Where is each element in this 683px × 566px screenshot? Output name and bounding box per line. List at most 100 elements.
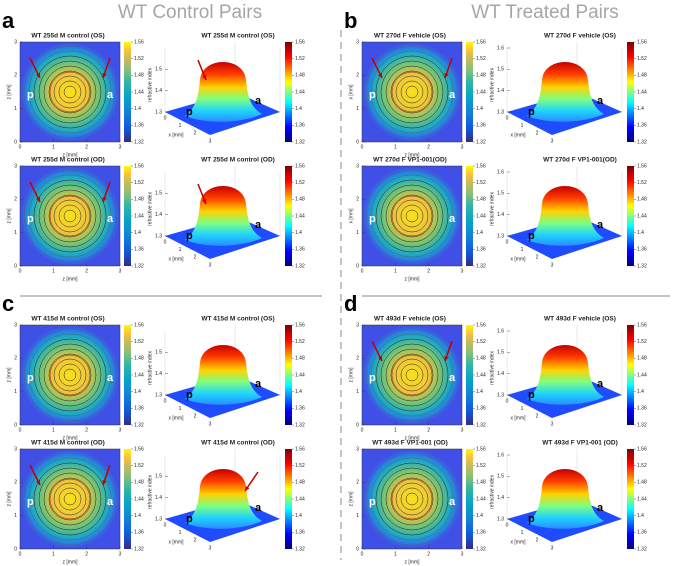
surface-anterior: a [255, 95, 262, 107]
colorbar [627, 166, 634, 266]
y-tick-label: 2 [14, 480, 17, 486]
header: WT Control Pairs [118, 2, 262, 23]
x-tick-label: 3 [461, 144, 464, 150]
x-tick-label: 3 [461, 427, 464, 433]
colorbar [124, 449, 131, 549]
contour-line [395, 75, 429, 109]
contour-line [53, 75, 87, 109]
colorbar [285, 42, 292, 142]
y-tick-label: 3 [14, 322, 17, 328]
surface-x-label: x [mm] [169, 539, 185, 545]
contour-line [58, 204, 82, 228]
x-tick-label: 3 [119, 427, 122, 433]
colorbar-label: 1.36 [476, 247, 486, 253]
surface-tick-label: 1 [521, 123, 524, 129]
y-tick-label: 1 [14, 230, 17, 236]
y-tick-label: 2 [14, 197, 17, 203]
surface-tick-label: 1 [521, 530, 524, 536]
colorbar-label: 1.48 [476, 73, 486, 79]
colorbar-label: 1.32 [637, 422, 647, 428]
contour-title: WT 270d F VP1-001(OD) [373, 157, 447, 164]
contour-line [370, 457, 454, 541]
z-axis-label: refractive index [147, 475, 153, 509]
z-axis-label: refractive index [489, 475, 495, 509]
surface-tick-label: 2 [194, 538, 197, 544]
colorbar-label: 1.56 [637, 163, 647, 169]
surface-dome [527, 62, 604, 122]
colorbar-label: 1.4 [134, 389, 141, 395]
contour-line [375, 179, 449, 253]
x-tick-label: 2 [85, 144, 88, 150]
surface-title: WT 415d M control (OS) [201, 316, 274, 323]
colorbar-label: 1.56 [637, 446, 647, 452]
surface-tick-label: 1 [179, 123, 182, 129]
colorbar-label: 1.44 [134, 496, 144, 502]
colorbar-label: 1.32 [637, 263, 647, 269]
contour-line [63, 492, 77, 506]
surface-tick-label: 1 [179, 406, 182, 412]
colorbar-label: 1.56 [134, 39, 144, 45]
z-tick-label: 1.5 [155, 67, 162, 73]
surface-title: WT 493d F vehicle (OS) [544, 316, 616, 323]
x-tick-label: 1 [52, 427, 55, 433]
anterior-marker: a [449, 213, 456, 225]
x-tick-label: 2 [427, 427, 430, 433]
colorbar-label: 1.44 [295, 372, 305, 378]
colorbar-label: 1.56 [476, 39, 486, 45]
surface-tick-label: 0 [164, 522, 167, 528]
x-tick-label: 3 [119, 268, 122, 274]
y-tick-label: 1 [356, 230, 359, 236]
y-tick-label: 1 [356, 389, 359, 395]
surface-title: WT 255d M control (OD) [201, 157, 275, 164]
contour-line [365, 328, 459, 422]
x-axis-label: z [mm] [63, 435, 79, 441]
z-axis-label: refractive index [489, 192, 495, 226]
header: WT Treated Pairs [471, 2, 618, 23]
posterior-marker: p [369, 89, 376, 101]
surface-dome [185, 62, 262, 122]
colorbar-label: 1.36 [637, 530, 647, 536]
x-tick-label: 2 [427, 268, 430, 274]
z-tick-label: 1.5 [155, 350, 162, 356]
x-axis-label: z [mm] [405, 276, 421, 282]
colorbar-label: 1.44 [476, 89, 486, 95]
z-tick-label: 1.6 [497, 45, 504, 51]
surface-x-label: x [mm] [511, 132, 527, 138]
surface-anterior: a [255, 219, 262, 231]
contour-line [38, 60, 102, 124]
arrow-head [378, 73, 382, 78]
y-tick-label: 0 [14, 139, 17, 145]
colorbar-label: 1.48 [476, 197, 486, 203]
contour-line [23, 328, 117, 422]
arrow-head [36, 197, 40, 202]
surface-anterior: a [255, 502, 262, 514]
x-tick-label: 0 [19, 427, 22, 433]
colorbar-label: 1.52 [637, 463, 647, 469]
x-tick-label: 1 [52, 551, 55, 557]
colorbar-label: 1.56 [134, 163, 144, 169]
contour-line [390, 477, 434, 521]
y-tick-label: 2 [14, 356, 17, 362]
y-tick-label: 1 [356, 513, 359, 519]
surface-tick-label: 1 [179, 247, 182, 253]
arrow-head [245, 486, 250, 491]
colorbar-label: 1.52 [134, 463, 144, 469]
z-tick-label: 1.3 [497, 109, 504, 115]
surface-dome [185, 469, 262, 529]
surface-x-label: x [mm] [169, 256, 185, 262]
colorbar-label: 1.32 [134, 139, 144, 145]
contour-line [33, 338, 107, 412]
y-tick-label: 1 [14, 389, 17, 395]
arrow-head [444, 356, 449, 361]
surface-anterior: a [597, 378, 604, 390]
colorbar-label: 1.48 [134, 73, 144, 79]
arrow-head [378, 356, 382, 361]
y-axis-label: z [mm] [6, 84, 12, 100]
colorbar-label: 1.36 [637, 247, 647, 253]
colorbar-label: 1.52 [637, 180, 647, 186]
colorbar-label: 1.44 [134, 213, 144, 219]
contour-line [63, 368, 77, 382]
contour-line [365, 45, 459, 139]
contour-line [23, 169, 117, 263]
z-tick-label: 1.5 [155, 191, 162, 197]
